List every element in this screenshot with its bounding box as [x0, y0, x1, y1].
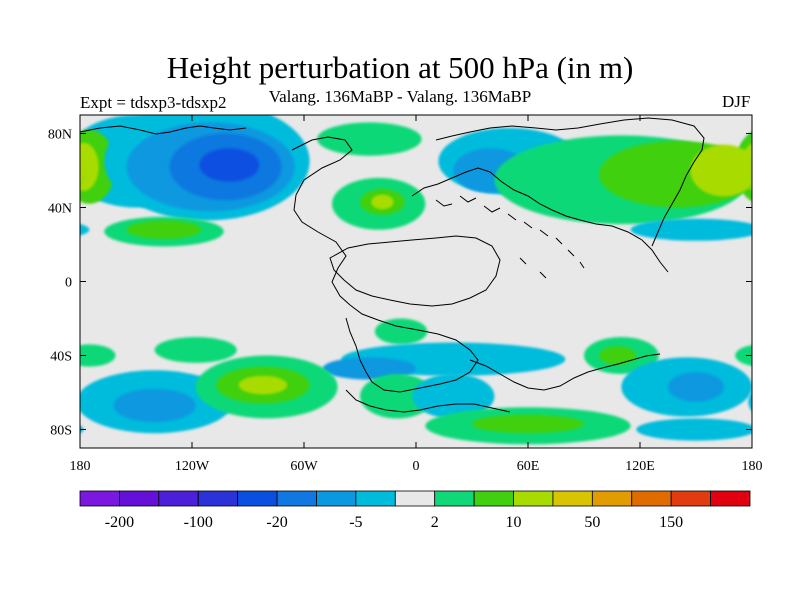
field-region — [80, 142, 99, 191]
coastline-north-america — [291, 136, 479, 393]
colorbar-label: -20 — [266, 514, 287, 531]
field-region — [154, 337, 237, 363]
colorbar-label: 10 — [506, 514, 522, 531]
y-tick-label: 80N — [48, 128, 72, 143]
field-region — [360, 374, 435, 419]
colorbar-swatch — [552, 490, 593, 507]
field-region — [636, 418, 752, 441]
coastline-south-america — [329, 235, 501, 307]
perturbation-field — [80, 115, 752, 445]
field-region — [472, 414, 584, 434]
colorbar-swatch — [434, 490, 475, 507]
colorbar-swatch — [670, 490, 711, 507]
map-subtitle: Valang. 136MaBP - Valang. 136MaBP — [268, 87, 532, 106]
x-tick-label: 0 — [413, 459, 420, 474]
field-region — [630, 218, 752, 241]
map-title: Height perturbation at 500 hPa (in m) — [166, 50, 634, 85]
field-region — [80, 223, 90, 236]
field-region — [238, 375, 288, 395]
colorbar-swatch — [473, 490, 514, 507]
field-region — [113, 388, 196, 423]
x-tick-label: 60W — [290, 459, 318, 474]
x-tick-label: 180 — [70, 459, 91, 474]
coastline-eurasia-west — [411, 167, 669, 273]
colorbar: -200 -100 -20 -5 2 10 50 150 — [79, 490, 751, 531]
coastline-eurasia-north — [435, 117, 705, 247]
field-region — [748, 392, 752, 412]
season-label: DJF — [722, 92, 751, 111]
field-region — [199, 148, 260, 182]
colorbar-swatch — [513, 490, 554, 507]
colorbar-swatch — [276, 490, 317, 507]
colorbar-swatch — [158, 490, 199, 507]
colorbar-swatch — [119, 490, 160, 507]
field-region — [317, 122, 422, 156]
colorbar-swatch — [316, 490, 357, 507]
coastline-southern-fragments — [469, 353, 661, 391]
colorbar-swatch — [79, 490, 120, 507]
y-tick-label: 40S — [50, 350, 72, 365]
colorbar-swatch — [237, 490, 278, 507]
field-region — [690, 144, 752, 197]
x-tick-label: 60E — [517, 459, 540, 474]
coastline-arctic — [80, 125, 247, 135]
coastlines — [80, 117, 705, 413]
colorbar-label: -200 — [105, 514, 134, 531]
colorbar-swatch — [631, 490, 672, 507]
field-region — [735, 345, 752, 366]
field-region — [371, 194, 394, 210]
y-tick-label: 0 — [65, 276, 72, 291]
field-region — [374, 318, 428, 345]
field-region — [598, 346, 637, 365]
coastline-antarctica — [345, 389, 511, 413]
coastline-tethys-islands — [435, 195, 585, 279]
colorbar-label: -100 — [184, 514, 213, 531]
colorbar-label: -5 — [349, 514, 362, 531]
colorbar-label: 150 — [659, 514, 683, 531]
field-region — [126, 220, 202, 239]
field-region — [80, 156, 86, 185]
field-region — [80, 344, 116, 367]
field-region — [80, 164, 84, 185]
colorbar-swatch — [710, 490, 751, 507]
colorbar-swatch — [591, 490, 633, 507]
axes: 180 120W 60W 0 60E 120E 180 80N 40N 0 40S 80S — [48, 115, 763, 474]
field-region — [668, 372, 724, 402]
y-tick-label: 40N — [48, 202, 72, 217]
y-tick-label: 80S — [50, 424, 72, 439]
colorbar-swatch — [197, 490, 239, 507]
field-region — [322, 357, 417, 380]
x-tick-label: 120W — [175, 459, 210, 474]
colorbar-label: 2 — [431, 514, 439, 531]
colorbar-label: 50 — [584, 514, 600, 531]
colorbar-swatch — [355, 490, 396, 507]
x-tick-label: 120E — [625, 459, 655, 474]
colorbar-swatch — [394, 490, 436, 507]
experiment-label: Expt = tdsxp3-tdsxp2 — [80, 93, 227, 112]
x-tick-label: 180 — [742, 459, 763, 474]
